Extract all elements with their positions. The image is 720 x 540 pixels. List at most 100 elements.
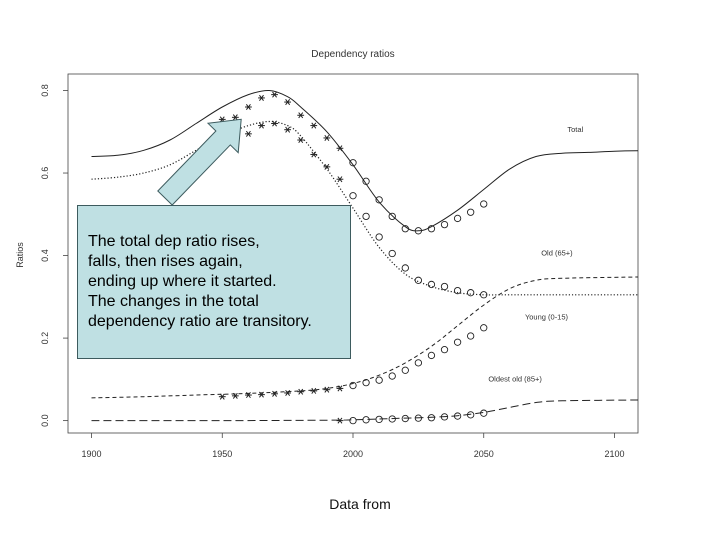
observed-point-asterisk — [310, 387, 318, 394]
series-label: Old (65+) — [541, 249, 573, 258]
y-axis-label: Ratios — [15, 242, 25, 268]
observed-point-circle — [440, 413, 449, 421]
observed-point-asterisk — [271, 120, 278, 127]
observed-point-asterisk — [258, 94, 265, 101]
observed-point-circle — [427, 351, 436, 360]
observed-point-circle — [467, 208, 475, 216]
observed-point-circle — [388, 372, 396, 380]
observed-point-circle — [401, 264, 409, 272]
x-tick-label: 1950 — [212, 449, 232, 459]
y-tick-label: 0.6 — [40, 167, 50, 180]
series-labels: Total Old (65+) Young (0-15) Oldest old (85… — [488, 125, 583, 384]
observed-point-circle — [453, 286, 462, 295]
x-tick-label: 2000 — [343, 449, 363, 459]
observed-point-asterisk — [336, 385, 344, 392]
y-tick-label: 0.8 — [40, 84, 50, 97]
observed-point-asterisk — [284, 389, 292, 396]
observed-point-asterisk — [323, 163, 331, 170]
observed-point-circle — [414, 414, 423, 422]
observed-point-circle — [362, 379, 370, 387]
observed-point-circle — [414, 227, 423, 235]
observed-point-asterisk — [245, 130, 252, 137]
observed-point-asterisk — [310, 122, 318, 129]
series-label: Total — [567, 125, 583, 134]
observed-point-asterisk — [297, 112, 305, 119]
observed-point-circle — [480, 324, 488, 332]
observed-point-circle — [388, 249, 396, 258]
observed-point-asterisk — [271, 390, 278, 397]
observed-point-circle — [401, 366, 409, 374]
observed-point-asterisk — [297, 137, 305, 144]
observed-point-circle — [467, 411, 475, 419]
observed-point-circle — [427, 414, 436, 422]
observed-point-asterisk — [284, 99, 292, 106]
x-tick-label: 2050 — [474, 449, 494, 459]
observed-point-circle — [349, 381, 357, 390]
observed-point-asterisk — [258, 391, 265, 398]
observed-point-circle — [480, 291, 488, 299]
annotation-line-1: The total dep ratio rises, — [88, 233, 260, 250]
y-tick-label: 0.0 — [40, 414, 50, 427]
observed-point-circle — [349, 159, 357, 167]
observed-point-asterisk — [231, 392, 239, 399]
observed-point-asterisk — [271, 91, 278, 98]
annotation-line-5: dependency ratio are transitory. — [88, 313, 312, 330]
observed-point-circle — [414, 276, 423, 284]
observed-point-circle — [414, 359, 423, 367]
observed-point-asterisk — [297, 388, 305, 395]
observed-point-asterisk — [245, 392, 252, 399]
x-tick-label: 2100 — [604, 449, 624, 459]
series-label: Young (0-15) — [525, 313, 569, 322]
observed-point-asterisk — [323, 134, 331, 141]
observed-point-circle — [453, 412, 462, 420]
observed-point-circle — [427, 225, 436, 233]
observed-point-circle — [453, 338, 462, 346]
observed-point-circle — [480, 200, 488, 208]
observed-point-circle — [375, 415, 383, 424]
observed-point-circle — [453, 214, 462, 223]
observed-point-circle — [349, 416, 357, 425]
observed-point-circle — [375, 233, 383, 241]
observed-point-circle — [480, 409, 488, 417]
observed-point-circle — [467, 289, 475, 297]
observed-point-asterisk — [336, 417, 344, 424]
callout-arrow-shape — [157, 118, 242, 206]
observed-point-circle — [362, 416, 370, 424]
footer-caption: Data from — [329, 496, 391, 512]
observed-point-asterisk — [336, 176, 344, 183]
observed-point-circle — [401, 225, 409, 233]
observed-point-circle — [440, 220, 449, 229]
observed-point-circle — [349, 192, 357, 200]
observed-point-circle — [388, 212, 396, 221]
observed-point-asterisk — [284, 126, 292, 133]
series-label: Oldest old (85+) — [488, 374, 542, 383]
y-tick-label: 0.2 — [40, 332, 50, 345]
observed-point-circle — [440, 345, 449, 354]
annotation-box: The total dep ratio rises, falls, then r… — [77, 205, 351, 359]
callout-arrow — [157, 118, 242, 206]
series-markers — [218, 91, 488, 425]
annotation-line-3: ending up where it started. — [88, 273, 277, 290]
observed-point-circle — [388, 415, 396, 423]
observed-point-asterisk — [258, 122, 265, 129]
observed-point-circle — [401, 414, 409, 423]
observed-point-asterisk — [310, 151, 318, 158]
observed-point-asterisk — [218, 393, 226, 400]
axis-ticks: 1900 1950 2000 2050 2100 0.0 0.2 0.4 0.6 0.8 — [40, 84, 624, 459]
observed-point-circle — [427, 280, 436, 289]
observed-point-circle — [375, 376, 383, 384]
observed-point-asterisk — [323, 386, 331, 393]
chart-title: Dependency ratios — [311, 49, 394, 60]
observed-point-asterisk — [245, 103, 252, 111]
observed-point-asterisk — [231, 114, 239, 121]
observed-point-circle — [440, 282, 449, 291]
annotation-line-2: falls, then rises again, — [88, 253, 243, 270]
series-line-0 — [91, 89, 639, 232]
annotation-line-4: The changes in the total — [88, 293, 259, 310]
observed-point-circle — [362, 212, 370, 221]
observed-point-circle — [375, 196, 383, 204]
x-tick-label: 1900 — [82, 449, 102, 459]
observed-point-circle — [467, 332, 475, 340]
series-line-2 — [91, 276, 639, 399]
